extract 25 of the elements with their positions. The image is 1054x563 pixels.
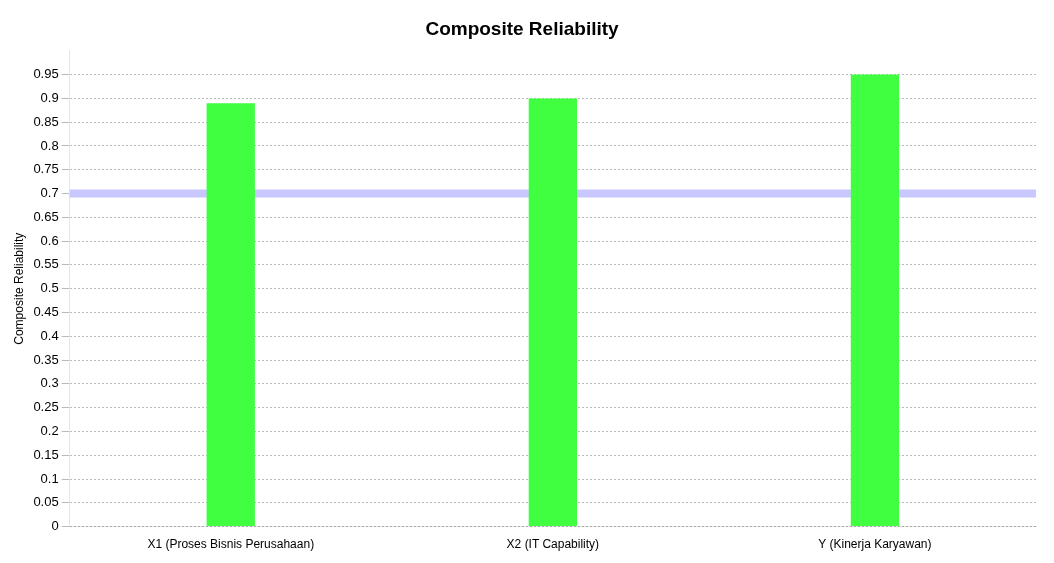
y-tick-label: 0.55 <box>33 256 59 272</box>
y-tick-label: 0 <box>51 518 59 534</box>
y-tick-label: 0.5 <box>40 280 59 296</box>
y-tick-label: 0.4 <box>40 327 59 343</box>
y-tick-label: 0.85 <box>33 113 59 129</box>
y-tick-label: 0.75 <box>33 161 59 177</box>
y-tick-label: 0.9 <box>40 89 59 105</box>
y-tick-label: 0.45 <box>33 304 59 320</box>
x-tick-label: X2 (IT Capability) <box>506 537 600 552</box>
y-tick-label: 0.2 <box>40 423 59 439</box>
y-tick-label: 0.65 <box>33 208 59 224</box>
y-tick-label: 0.6 <box>40 232 59 248</box>
y-tick-label: 0.15 <box>33 446 59 462</box>
y-tick-label: 0.8 <box>40 137 59 153</box>
chart-title: Composite Reliability <box>425 17 620 39</box>
y-tick-label: 0.3 <box>40 375 59 391</box>
y-tick-label: 0.7 <box>40 185 59 201</box>
y-tick-label: 0.35 <box>33 351 59 367</box>
y-tick-label: 0.95 <box>33 66 59 82</box>
x-tick-label: X1 (Proses Bisnis Perusahaan) <box>147 537 315 552</box>
y-tick-label: 0.25 <box>33 399 59 415</box>
x-tick-label: Y (Kinerja Karyawan) <box>818 537 932 552</box>
y-axis-title: Composite Reliability <box>11 232 26 345</box>
y-tick-label: 0.05 <box>33 494 59 510</box>
y-tick-label: 0.1 <box>40 470 59 486</box>
